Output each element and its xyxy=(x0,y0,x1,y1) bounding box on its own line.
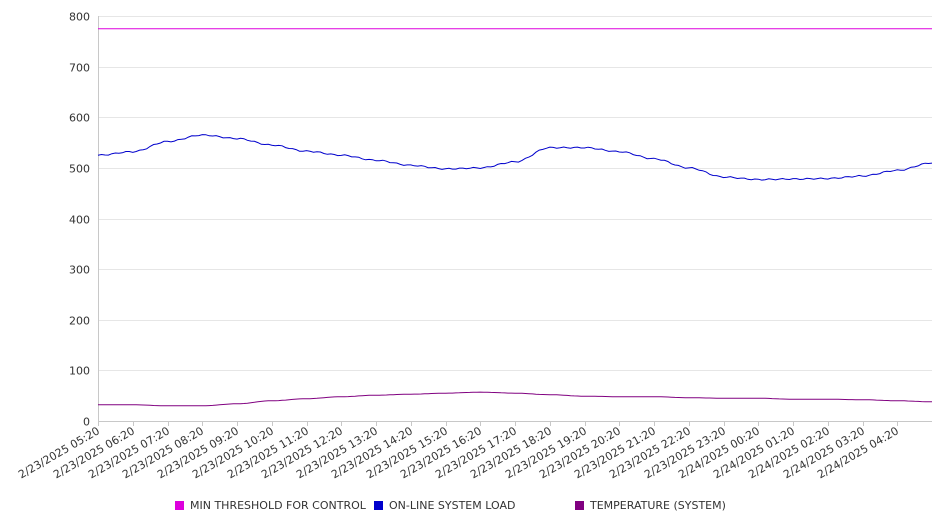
legend-swatch xyxy=(175,501,184,510)
series-line xyxy=(98,391,933,407)
x-tick-labels: 2/23/2025 05:202/23/2025 06:202/23/2025 … xyxy=(16,424,901,481)
series-lines xyxy=(97,28,933,407)
legend-swatch xyxy=(374,501,383,510)
legend-swatch xyxy=(575,501,584,510)
y-tick-label: 0 xyxy=(83,416,90,429)
legend-label: TEMPERATURE (SYSTEM) xyxy=(589,499,726,512)
y-tick-label: 400 xyxy=(69,214,90,227)
y-tick-label: 500 xyxy=(69,163,90,176)
y-tick-labels: 0 100 200 300 400 500 600 700 800 xyxy=(69,11,90,429)
series-line xyxy=(97,134,933,181)
y-tick-label: 100 xyxy=(69,365,90,378)
y-tick-label: 300 xyxy=(69,264,90,277)
legend-label: ON-LINE SYSTEM LOAD xyxy=(389,499,515,512)
legend: MIN THRESHOLD FOR CONTROL ON-LINE SYSTEM … xyxy=(175,499,726,512)
grid-lines xyxy=(98,16,932,371)
y-tick-label: 700 xyxy=(69,62,90,75)
y-tick-label: 800 xyxy=(69,11,90,24)
legend-label: MIN THRESHOLD FOR CONTROL xyxy=(190,499,367,512)
y-tick-label: 600 xyxy=(69,112,90,125)
axes xyxy=(98,16,932,426)
y-tick-label: 200 xyxy=(69,315,90,328)
